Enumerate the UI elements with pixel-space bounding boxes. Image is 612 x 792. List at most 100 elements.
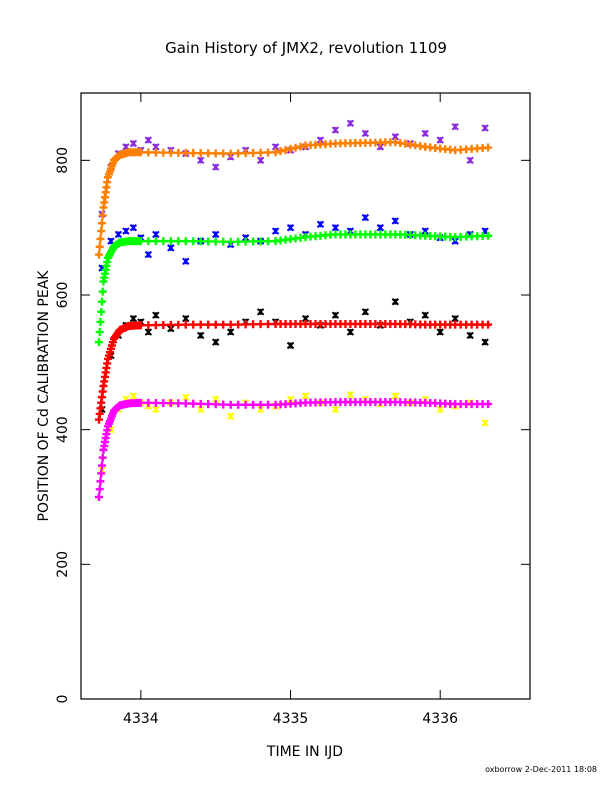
raw-point [331, 311, 340, 319]
raw-point [286, 223, 295, 232]
raw-point [361, 213, 370, 222]
raw-point [421, 311, 429, 319]
fit-point [211, 237, 220, 246]
fit-point [241, 400, 250, 409]
raw-point [152, 230, 160, 239]
fit-point [249, 148, 258, 157]
raw-point [391, 392, 400, 400]
fit-point [174, 148, 183, 157]
fit-point [196, 320, 205, 329]
raw-point [197, 331, 205, 340]
fit-point [249, 237, 258, 246]
fit-point [166, 237, 175, 246]
fit-point [94, 338, 103, 347]
y-tick-label: 200 [55, 551, 71, 578]
fit-point [264, 400, 273, 409]
fit-point [181, 399, 190, 408]
fit-point [96, 317, 105, 326]
fit-point [264, 320, 273, 329]
raw-point [316, 220, 325, 229]
raw-point [346, 390, 355, 399]
fit-point [95, 242, 104, 251]
raw-point [144, 250, 153, 259]
fit-point [241, 149, 250, 158]
raw-point [256, 156, 265, 165]
fit-point [204, 237, 213, 246]
data-marks [94, 119, 493, 501]
fit-point [211, 320, 220, 329]
raw-point [421, 129, 429, 138]
fit-point [241, 237, 250, 246]
raw-point [301, 392, 310, 400]
series-5 [94, 319, 493, 424]
raw-point [152, 405, 160, 414]
raw-point [211, 338, 220, 346]
fit-point [249, 320, 258, 329]
fit-point [189, 237, 198, 246]
raw-point [211, 230, 220, 239]
y-tick-label: 800 [55, 147, 71, 174]
fit-point [219, 149, 228, 158]
fit-point [196, 399, 205, 408]
x-tick-label: 4336 [422, 711, 458, 727]
raw-point [286, 341, 295, 350]
chart-title: Gain History of JMX2, revolution 1109 [165, 39, 447, 57]
fit-point [166, 399, 175, 408]
raw-point [256, 308, 265, 316]
raw-point [152, 311, 160, 319]
raw-point [331, 405, 340, 414]
raw-point [144, 328, 153, 336]
fit-point [97, 297, 106, 306]
series-1 [94, 138, 493, 259]
fit-point [196, 237, 205, 246]
fit-point [97, 469, 106, 478]
y-axis-label: POSITION OF Cd CALIBRATION PEAK [36, 270, 52, 522]
fit-point [136, 237, 145, 246]
fit-point [234, 400, 243, 409]
fit-point [196, 149, 205, 158]
fit-point [484, 143, 493, 152]
fit-point [234, 237, 243, 246]
fit-point [181, 148, 190, 157]
raw-point [361, 308, 370, 316]
raw-point [182, 393, 190, 402]
raw-point [211, 163, 220, 171]
fit-point [234, 149, 243, 158]
axis-ticks: 4334 4335 4336 0 200 400 600 800 [55, 93, 530, 727]
raw-point [481, 419, 489, 427]
series-4 [98, 298, 489, 414]
fit-point [219, 320, 228, 329]
fit-point [144, 398, 153, 407]
raw-point [346, 328, 355, 336]
fit-point [219, 237, 228, 246]
fit-point [219, 400, 228, 409]
raw-point [436, 136, 444, 144]
y-tick-label: 0 [55, 695, 71, 704]
fit-point [94, 250, 103, 259]
fit-point [174, 399, 183, 408]
fit-point [204, 149, 213, 158]
footer-stamp: oxborrow 2-Dec-2011 18:08 [485, 765, 597, 774]
fit-point [234, 320, 243, 329]
y-tick-label: 600 [55, 282, 71, 309]
fit-point [151, 398, 160, 407]
raw-point [114, 230, 123, 239]
fit-point [249, 400, 258, 409]
fit-point [484, 400, 493, 409]
x-axis-label: TIME IN IJD [266, 744, 343, 760]
raw-point [226, 328, 235, 336]
fit-point [151, 148, 160, 157]
raw-point [391, 217, 400, 225]
fit-point [136, 398, 145, 407]
fit-point [256, 148, 265, 157]
fit-point [96, 477, 105, 486]
fit-point [264, 237, 273, 246]
fit-point [204, 320, 213, 329]
fit-point [97, 219, 106, 228]
fit-point [144, 148, 153, 157]
series-7 [94, 398, 493, 501]
fit-point [211, 149, 220, 158]
x-tick-label: 4335 [273, 711, 309, 727]
raw-point [182, 257, 190, 266]
